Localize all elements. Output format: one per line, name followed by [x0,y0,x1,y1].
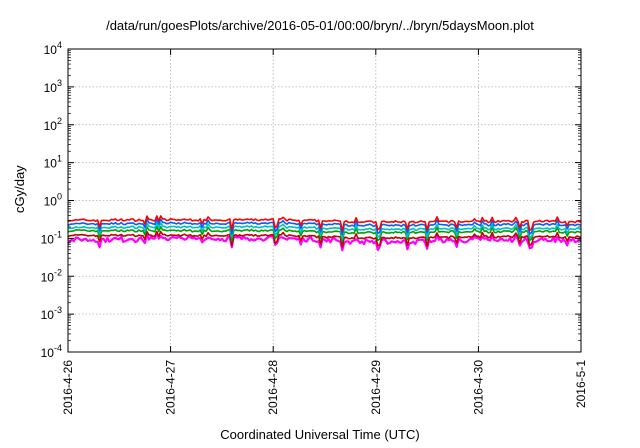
x-axis: 2016-4-26 2016-4-27 2016-4-28 2016-4-29 2016… [61,49,588,415]
y-tick-label: 102 [44,116,62,133]
x-tick-label: 2016-5-1 [574,360,588,408]
series-line-3 [67,225,582,243]
series-line-2 [67,230,582,248]
y-tick-label: 10-4 [41,343,62,360]
x-tick-label: 2016-4-26 [61,360,75,415]
y-axis-label: cGy/day [12,165,27,213]
chart-title: /data/run/goesPlots/archive/2016-05-01/0… [106,18,534,33]
x-tick-label: 2016-4-27 [164,360,178,415]
y-tick-label: 10-1 [41,229,62,246]
series-line-4 [67,222,582,240]
y-tick-label: 104 [44,40,62,57]
x-axis-label: Coordinated Universal Time (UTC) [220,427,420,442]
y-tick-label: 100 [44,192,62,209]
series-line-6 [67,215,582,232]
series-line-5 [67,218,582,236]
series-layer [67,215,582,252]
y-tick-label: 103 [44,78,62,95]
y-tick-label: 101 [44,154,62,171]
series-line-1 [67,231,582,252]
y-tick-label: 10-2 [41,267,62,284]
x-tick-label: 2016-4-28 [266,360,280,415]
x-tick-label: 2016-4-30 [471,360,485,415]
y-axis: 10-4 10-3 10-2 10-1 100 101 102 103 104 [41,40,581,360]
x-tick-label: 2016-4-29 [369,360,383,415]
y-tick-label: 10-3 [41,305,62,322]
